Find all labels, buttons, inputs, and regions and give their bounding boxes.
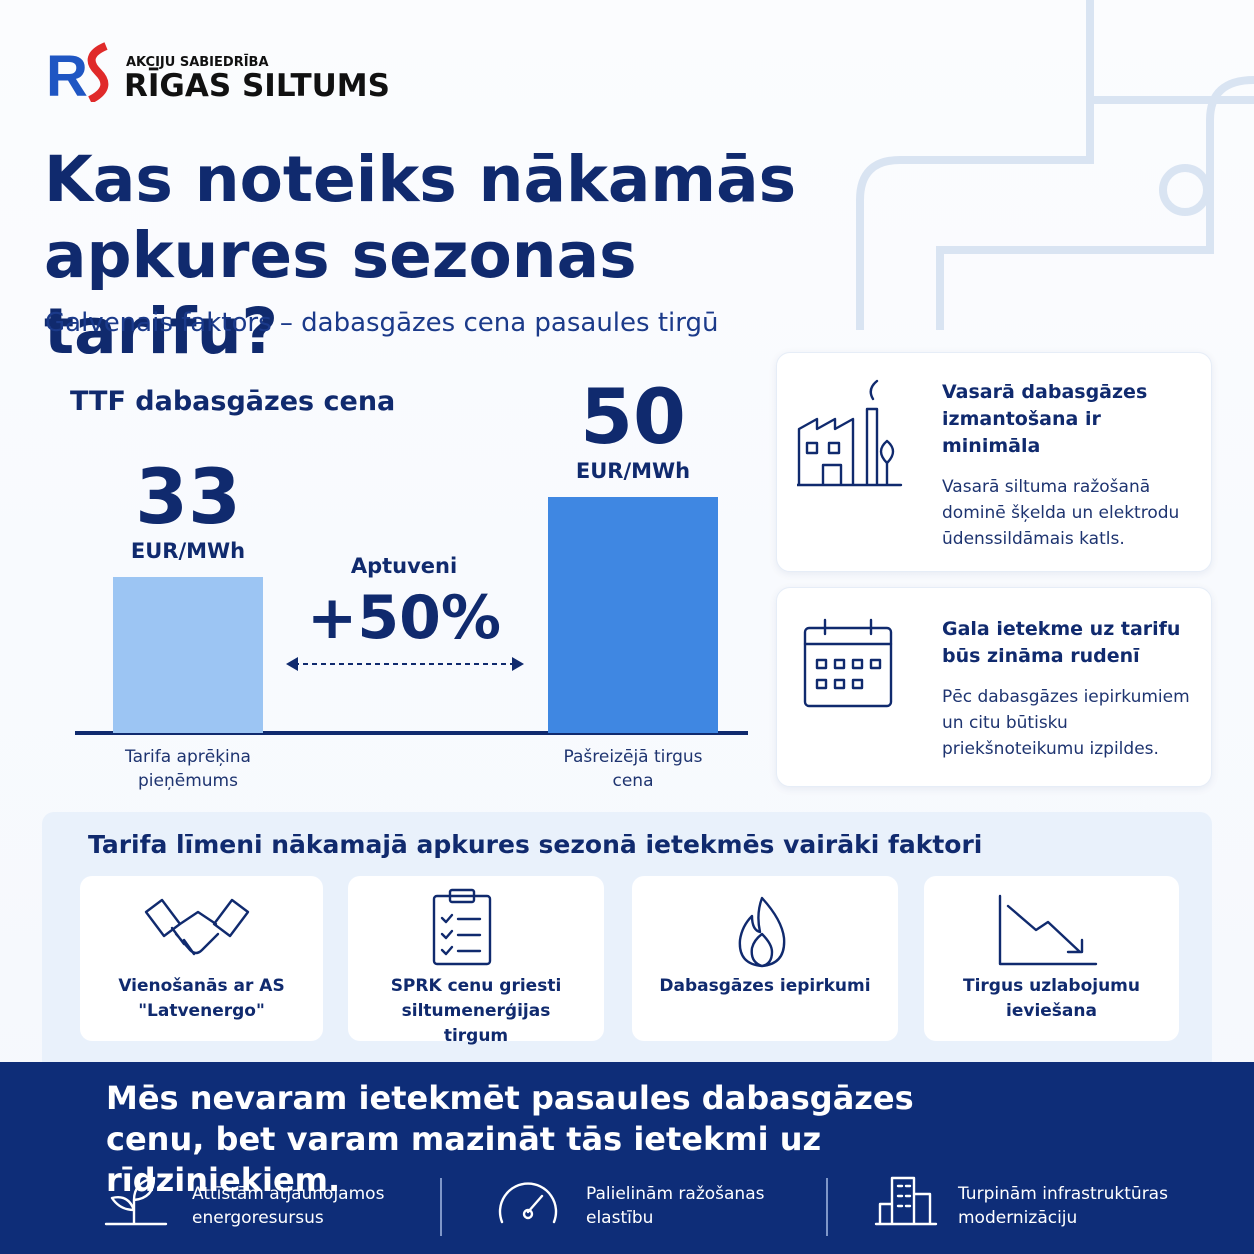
logo-name: RĪGAS SILTUMS [124, 68, 390, 104]
annotation-arrow [286, 657, 524, 671]
footer-statement: Mēs nevaram ietekmēt pasaules dabasgāzes… [106, 1079, 914, 1199]
bar [113, 577, 263, 733]
card-text: Pēc dabasgāzes iepirkumiem un citu būtis… [942, 687, 1190, 759]
calendar-icon [803, 618, 893, 708]
footer [0, 1062, 1254, 1254]
factor-card: Tirgus uzlabojumu ieviešana [924, 876, 1179, 1041]
baseline [75, 731, 748, 735]
chart: 33 EUR/MWh Tarifa aprēķina pieņēmums 50 EUR/… [0, 0, 770, 800]
logo-mark: R [46, 42, 109, 102]
footer-action: Turpinām infrastruktūras modernizāciju [958, 1184, 1168, 1228]
divider [440, 1178, 442, 1236]
title: Kas noteiks nākamās apkures sezonas tari… [44, 143, 797, 368]
footer-action: Attīstām atjaunojamos energoresursus [192, 1184, 385, 1228]
clipboard-icon [432, 888, 492, 966]
unit-label: EUR/MWh [575, 459, 691, 483]
info-card: Vasarā dabasgāzes izmantošana ir minimāl… [776, 352, 1212, 572]
annotation-text: +50% [307, 583, 501, 653]
bar [548, 497, 718, 733]
handshake-icon [144, 898, 250, 956]
info-card: Gala ietekme uz tarifu būs zināma rudenī… [776, 587, 1212, 787]
footer-action: Palielinām ražošanas elastību [586, 1184, 765, 1228]
factor-card: Dabasgāzes iepirkumi [632, 876, 898, 1041]
factor-label: Vienošanās ar AS "Latvenergo" [118, 976, 285, 1021]
factors-title: Tarifa līmeni nākamajā apkures sezonā ie… [88, 830, 983, 859]
factor-label: Dabasgāzes iepirkumi [659, 976, 871, 996]
unit-label: EUR/MWh [130, 539, 246, 564]
factor-card: SPRK cenu griesti siltumenerģijas tirgum [348, 876, 604, 1046]
annotation-label: Aptuveni [350, 554, 458, 578]
flame-icon [738, 896, 786, 968]
factor-label: Tirgus uzlabojumu ieviešana [962, 976, 1140, 1021]
plant-icon [104, 1176, 168, 1226]
buildings-icon [874, 1176, 938, 1226]
gauge-icon [498, 1182, 558, 1224]
factor-label: SPRK cenu griesti siltumenerģijas tirgum [390, 976, 562, 1046]
factor-card: Vienošanās ar AS "Latvenergo" [80, 876, 323, 1041]
card-text: Vasarā siltuma ražošanā dominē šķelda un… [942, 477, 1180, 549]
chart-title: TTF dabasgāzes cena [70, 386, 396, 417]
card-title: Gala ietekme uz tarifu būs zināma rudenī [942, 618, 1181, 667]
subtitle: Galvenais faktors – dabasgāzes cena pasa… [45, 308, 719, 338]
value-label: 33 [135, 452, 241, 542]
category-label: Pašreizējā tirgus cena [563, 747, 703, 791]
logo-tagline: AKCIJU SABIEDRĪBA [126, 55, 269, 70]
svg-text:R: R [46, 44, 88, 102]
divider [826, 1178, 828, 1236]
factory-icon [797, 379, 903, 487]
value-label: 50 [580, 372, 686, 461]
pipes-decoration [856, 0, 1254, 330]
chart-down-icon [998, 894, 1098, 966]
category-label: Tarifa aprēķina pieņēmums [125, 747, 251, 791]
card-title: Vasarā dabasgāzes izmantošana ir minimāl… [942, 381, 1148, 457]
